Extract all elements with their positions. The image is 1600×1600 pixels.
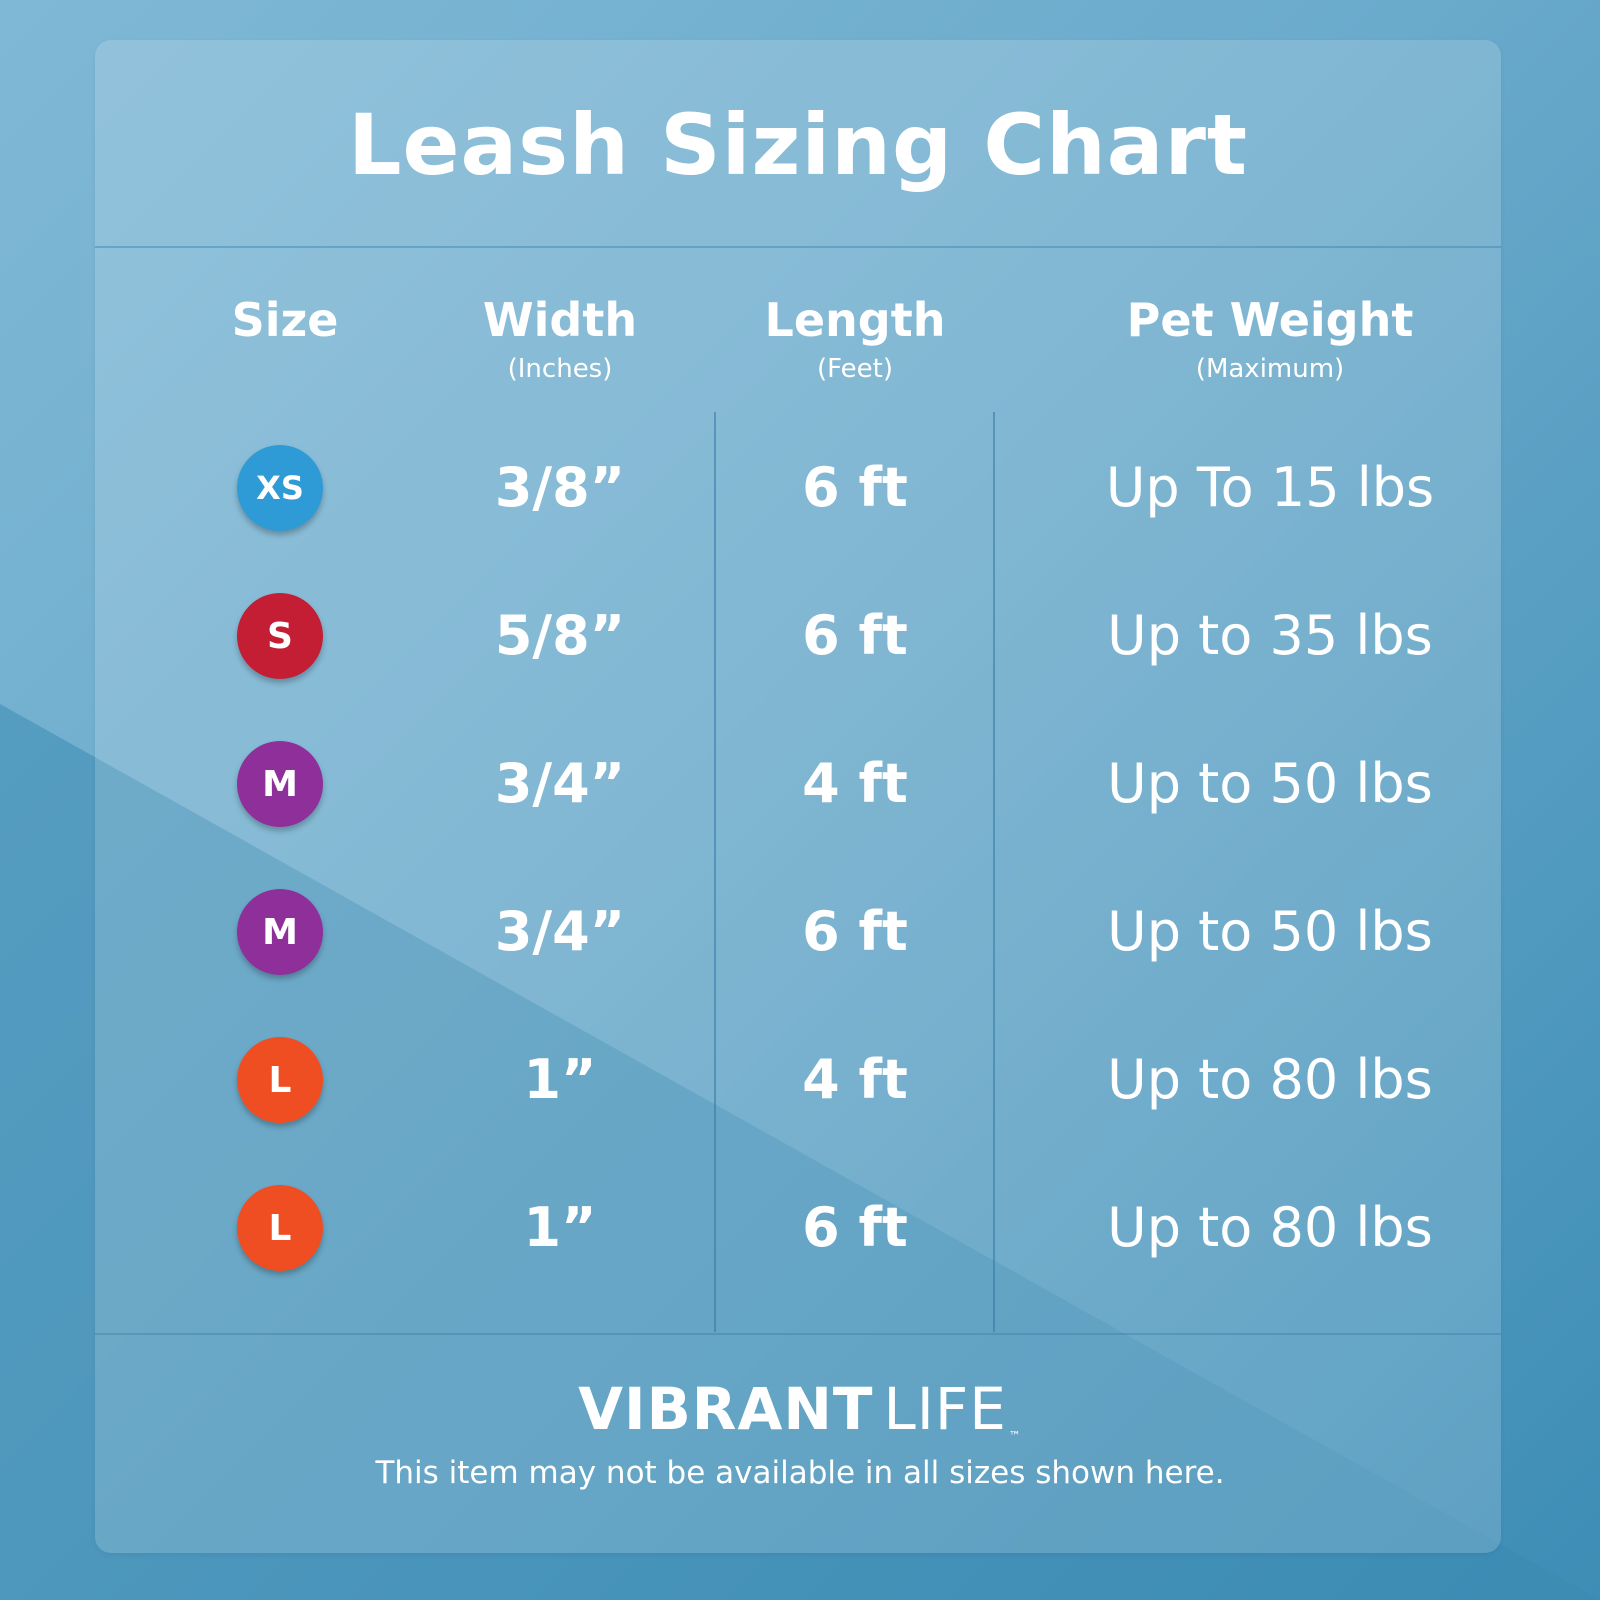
length-cell: 6 ft xyxy=(802,1196,908,1259)
length-cell: 6 ft xyxy=(802,604,908,667)
header-width: Width (Inches) xyxy=(440,292,680,386)
weight-cell: Up to 50 lbs xyxy=(1107,900,1433,963)
column-divider-length xyxy=(714,412,716,1332)
header-size: Size xyxy=(185,292,385,348)
table-row: M 3/4” 4 ft Up to 50 lbs xyxy=(0,734,1600,834)
brand-name-bold: VIBRANT xyxy=(578,1375,874,1443)
sizing-chart-panel: Leash Sizing Chart xyxy=(95,40,1501,1553)
title-bar: Leash Sizing Chart xyxy=(95,40,1501,248)
weight-cell: Up to 35 lbs xyxy=(1107,604,1433,667)
weight-cell: Up to 80 lbs xyxy=(1107,1048,1433,1111)
brand-name-light: LIFE xyxy=(883,1375,1007,1443)
table-row: L 1” 6 ft Up to 80 lbs xyxy=(0,1178,1600,1278)
width-cell: 3/4” xyxy=(494,900,626,963)
weight-cell: Up to 80 lbs xyxy=(1107,1196,1433,1259)
width-cell: 1” xyxy=(523,1048,597,1111)
header-length: Length (Feet) xyxy=(735,292,975,386)
size-badge: M xyxy=(237,889,323,975)
width-cell: 1” xyxy=(523,1196,597,1259)
weight-cell: Up To 15 lbs xyxy=(1105,456,1435,519)
header-length-unit: (Feet) xyxy=(816,354,893,384)
header-weight-label: Pet Weight xyxy=(1126,293,1414,347)
width-cell: 3/4” xyxy=(494,752,626,815)
width-cell: 5/8” xyxy=(494,604,626,667)
brand-logo: VIBRANT LIFE ™ xyxy=(0,1375,1600,1443)
header-width-unit: (Inches) xyxy=(507,354,613,384)
size-badge: S xyxy=(237,593,323,679)
chart-title: Leash Sizing Chart xyxy=(347,96,1249,194)
size-badge: L xyxy=(237,1185,323,1271)
table-row: L 1” 4 ft Up to 80 lbs xyxy=(0,1030,1600,1130)
table-row: M 3/4” 6 ft Up to 50 lbs xyxy=(0,882,1600,982)
column-divider-weight xyxy=(993,412,995,1332)
header-width-label: Width xyxy=(482,293,638,347)
trademark-mark: ™ xyxy=(1008,1429,1022,1443)
footer-bar xyxy=(95,1333,1501,1553)
size-badge: L xyxy=(237,1037,323,1123)
weight-cell: Up to 50 lbs xyxy=(1107,752,1433,815)
width-cell: 3/8” xyxy=(494,456,626,519)
header-length-label: Length xyxy=(764,293,946,347)
size-badge: M xyxy=(237,741,323,827)
length-cell: 4 ft xyxy=(802,752,908,815)
length-cell: 6 ft xyxy=(802,456,908,519)
availability-note: This item may not be available in all si… xyxy=(375,1455,1225,1491)
length-cell: 4 ft xyxy=(802,1048,908,1111)
size-badge: XS xyxy=(237,445,323,531)
header-weight: Pet Weight (Maximum) xyxy=(1060,292,1480,386)
table-row: XS 3/8” 6 ft Up To 15 lbs xyxy=(0,438,1600,538)
table-row: S 5/8” 6 ft Up to 35 lbs xyxy=(0,586,1600,686)
length-cell: 6 ft xyxy=(802,900,908,963)
header-size-label: Size xyxy=(231,293,339,347)
header-weight-unit: (Maximum) xyxy=(1195,354,1345,384)
